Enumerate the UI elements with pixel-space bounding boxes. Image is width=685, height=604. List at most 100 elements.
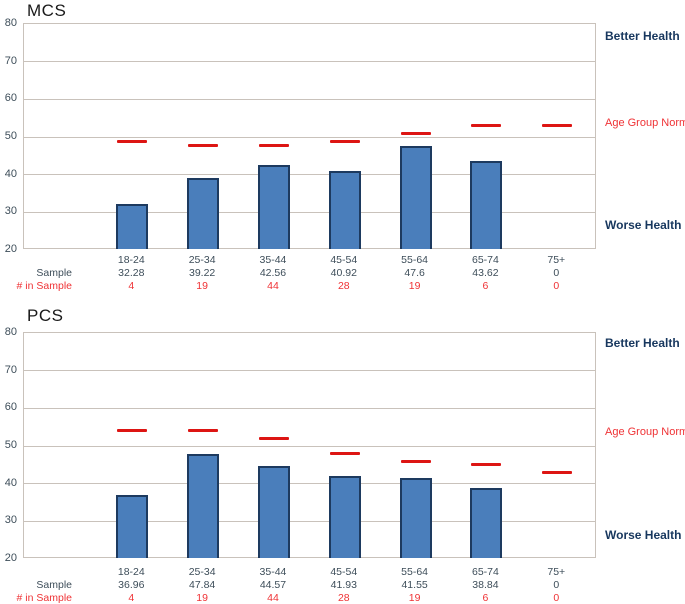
n-in-sample-value: 19 — [196, 592, 208, 604]
y-tick-label: 20 — [4, 243, 17, 255]
sample-value: 32.28 — [118, 267, 145, 279]
norm-dash-18-24 — [117, 429, 148, 433]
sample-value: 47.6 — [404, 267, 425, 279]
norm-dash-45-54 — [329, 140, 360, 144]
norm-dash-25-34 — [188, 429, 219, 433]
gridline-40 — [24, 174, 595, 176]
gridline-50 — [24, 445, 595, 447]
mcs-sample-row-header: Sample — [36, 267, 72, 279]
bar-18-24 — [116, 203, 149, 249]
category-label: 55-64 — [401, 254, 429, 266]
n-in-sample-value: 6 — [482, 592, 489, 604]
n-in-sample-value: 19 — [408, 592, 421, 604]
n-in-sample-value: 6 — [482, 280, 489, 292]
category-label: 75+ — [547, 566, 566, 578]
n-in-sample-value: 4 — [128, 592, 135, 604]
category-label: 65-74 — [472, 254, 499, 266]
y-tick-label: 60 — [4, 401, 17, 414]
sample-value: 42.56 — [259, 267, 287, 279]
sample-value: 47.84 — [188, 579, 216, 591]
n-in-sample-value: 0 — [553, 592, 560, 604]
sample-value: 43.62 — [472, 267, 499, 279]
norm-dash-55-64 — [400, 131, 431, 135]
y-tick-label: 80 — [4, 17, 17, 29]
gridline-30 — [24, 520, 595, 522]
bar-55-64 — [399, 477, 432, 558]
sample-value: 40.92 — [330, 267, 357, 279]
norm-dash-65-74 — [471, 124, 502, 128]
y-tick-label: 30 — [4, 205, 17, 218]
y-tick-label: 50 — [4, 130, 17, 142]
bar-18-24 — [116, 495, 149, 558]
category-label: 55-64 — [401, 566, 429, 578]
category-label: 45-54 — [330, 254, 358, 266]
sample-value: 36.96 — [118, 579, 145, 591]
mcs-n-in-sample-row-header: # in Sample — [16, 280, 72, 292]
category-label: 18-24 — [117, 566, 145, 578]
pcs-sample-row-header: Sample — [36, 579, 72, 591]
n-in-sample-value: 0 — [553, 280, 560, 292]
norm-dash-65-74 — [471, 463, 502, 467]
bar-45-54 — [328, 171, 361, 249]
y-tick-label: 20 — [4, 552, 17, 564]
sample-value: 41.55 — [401, 579, 428, 591]
pcs-chart-title: PCS — [27, 306, 64, 325]
sample-value: 39.22 — [188, 267, 216, 279]
gridline-30 — [24, 211, 595, 213]
y-tick-label: 40 — [4, 476, 17, 489]
sample-value: 41.93 — [330, 579, 357, 591]
n-in-sample-value: 44 — [267, 592, 279, 604]
bar-25-34 — [187, 454, 220, 558]
n-in-sample-value: 44 — [267, 280, 279, 292]
mcs-worse-health-label: Worse Health — [605, 218, 682, 232]
bar-45-54 — [328, 476, 361, 558]
norm-dash-25-34 — [188, 143, 219, 147]
pcs-plot-area — [23, 332, 596, 558]
pcs-better-health-label: Better Health — [605, 336, 680, 350]
n-in-sample-value: 28 — [337, 592, 350, 604]
norm-dash-35-44 — [258, 143, 289, 147]
bar-55-64 — [399, 146, 432, 249]
n-in-sample-value: 19 — [196, 280, 208, 292]
gridline-60 — [24, 98, 595, 100]
pcs-n-in-sample-row-header: # in Sample — [16, 592, 72, 604]
bar-35-44 — [257, 165, 290, 249]
norm-dash-45-54 — [329, 452, 360, 456]
gridline-60 — [24, 407, 595, 409]
mcs-age-group-norm-label: Age Group Norm — [605, 117, 685, 129]
y-tick-label: 50 — [4, 439, 17, 451]
bar-25-34 — [187, 177, 220, 249]
mcs-plot-area — [23, 23, 596, 249]
category-label: 18-24 — [117, 254, 145, 266]
sample-value: 0 — [553, 579, 560, 591]
gridline-70 — [24, 370, 595, 372]
category-label: 35-44 — [259, 566, 287, 578]
bar-65-74 — [470, 161, 503, 249]
gridline-50 — [24, 136, 595, 138]
category-label: 35-44 — [259, 254, 287, 266]
bar-65-74 — [470, 488, 503, 558]
norm-dash-18-24 — [117, 140, 148, 144]
y-tick-label: 60 — [4, 92, 17, 105]
y-tick-label: 30 — [4, 514, 17, 527]
sample-value: 0 — [553, 267, 560, 279]
y-tick-label: 70 — [4, 54, 17, 67]
gridline-40 — [24, 483, 595, 485]
category-label: 65-74 — [472, 566, 499, 578]
y-tick-label: 40 — [4, 167, 17, 180]
bar-35-44 — [257, 466, 290, 558]
category-label: 25-34 — [188, 566, 216, 578]
mcs-better-health-label: Better Health — [605, 29, 680, 43]
sample-value: 38.84 — [472, 579, 499, 591]
pcs-worse-health-label: Worse Health — [605, 528, 682, 542]
mcs-chart-title: MCS — [27, 1, 67, 20]
y-tick-label: 80 — [4, 326, 17, 338]
category-label: 25-34 — [188, 254, 216, 266]
category-label: 45-54 — [330, 566, 358, 578]
n-in-sample-value: 4 — [128, 280, 135, 292]
n-in-sample-value: 19 — [408, 280, 421, 292]
pcs-age-group-norm-label: Age Group Norm — [605, 426, 685, 438]
n-in-sample-value: 28 — [337, 280, 350, 292]
norm-dash-35-44 — [258, 436, 289, 440]
norm-dash-75+ — [542, 124, 573, 128]
